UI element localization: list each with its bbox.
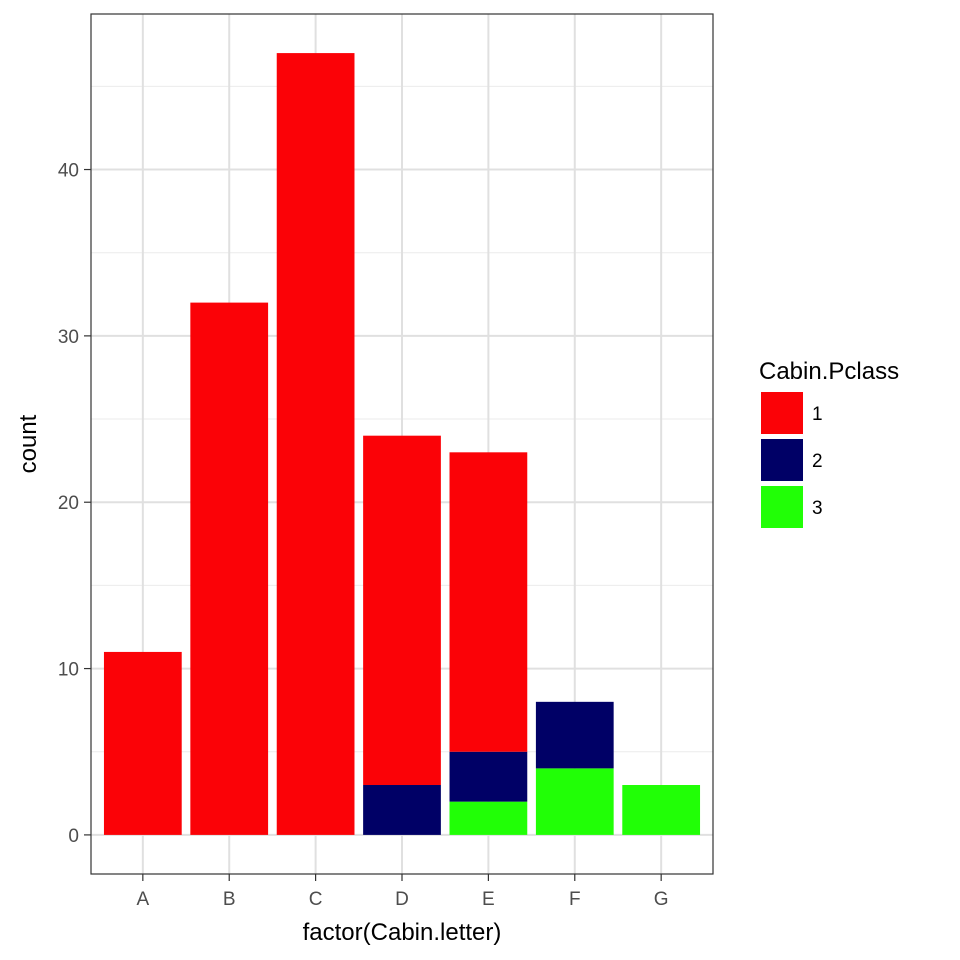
y-tick-label: 0 <box>68 826 79 847</box>
x-tick-label: D <box>395 889 409 910</box>
legend-label-3: 3 <box>812 498 823 519</box>
y-axis-title: count <box>15 414 42 473</box>
y-tick-label: 40 <box>58 161 79 182</box>
x-tick-label: A <box>136 889 149 910</box>
y-tick-label: 20 <box>58 493 79 514</box>
legend-swatch-3 <box>761 486 803 528</box>
legend: Cabin.Pclass 1 2 3 <box>759 358 899 528</box>
legend-label-1: 1 <box>812 404 823 425</box>
bar-A-class-1 <box>103 651 182 835</box>
y-axis: 0 10 20 30 40 <box>58 161 91 847</box>
bar-F-class-3 <box>535 768 614 835</box>
x-tick-label: G <box>654 889 669 910</box>
bar-F-class-2 <box>535 701 614 769</box>
bar-C-class-1 <box>276 53 355 835</box>
legend-swatch-1 <box>761 392 803 434</box>
legend-title: Cabin.Pclass <box>759 358 899 385</box>
x-tick-label: C <box>309 889 323 910</box>
bar-E-class-2 <box>449 751 528 802</box>
bar-B-class-1 <box>190 302 269 835</box>
x-tick-label: B <box>223 889 236 910</box>
legend-label-2: 2 <box>812 451 823 472</box>
y-tick-label: 30 <box>58 327 79 348</box>
x-tick-label: E <box>482 889 495 910</box>
x-axis-title: factor(Cabin.letter) <box>303 919 502 946</box>
bar-G-class-3 <box>622 785 701 835</box>
bar-D-class-1 <box>363 435 441 786</box>
bar-E-class-1 <box>449 452 528 752</box>
bars <box>103 53 701 835</box>
bar-E-class-3 <box>449 801 528 835</box>
bar-D-class-2 <box>363 785 441 835</box>
legend-swatch-2 <box>761 439 803 481</box>
x-axis: A B C D E F G <box>136 874 669 910</box>
x-tick-label: F <box>569 889 581 910</box>
y-tick-label: 10 <box>58 660 79 681</box>
